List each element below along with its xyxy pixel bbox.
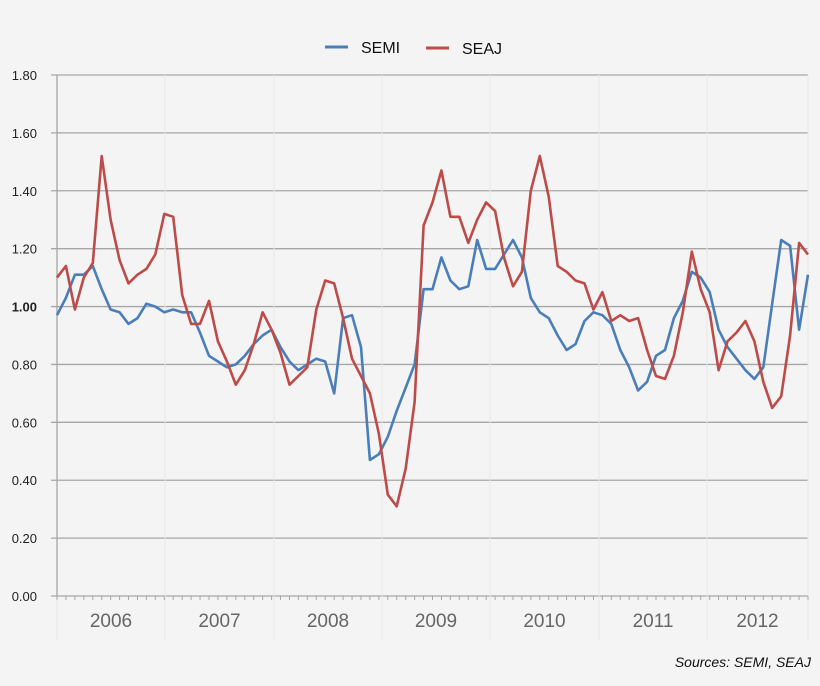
x-tick-label: 2008: [307, 611, 349, 632]
y-tick-label: 0.00: [12, 589, 37, 604]
y-tick-label: 1.20: [12, 242, 37, 257]
y-tick-label: 0.40: [12, 473, 37, 488]
y-tick-label: 1.40: [12, 184, 37, 199]
series-lines: [55, 154, 810, 508]
series-line-semi: [55, 238, 810, 462]
y-tick-label: 1.00: [12, 300, 37, 315]
legend-label-seaj: SEAJ: [462, 41, 502, 58]
y-tick-label: 0.20: [12, 531, 37, 546]
x-tick-label: 2009: [415, 611, 457, 632]
gridlines: [51, 74, 809, 640]
series-line-seaj: [55, 154, 810, 508]
source-note: Sources: SEMI, SEAJ: [675, 654, 812, 670]
x-tick-label: 2007: [198, 611, 240, 632]
y-tick-label: 1.80: [12, 68, 37, 83]
x-axis: 2006 2007 2008 2009 2010 2011 2012: [56, 596, 809, 632]
y-tick-label: 0.80: [12, 357, 37, 372]
y-tick-label: 1.60: [12, 126, 37, 141]
x-tick-label: 2012: [736, 611, 778, 632]
y-axis: 0.00 0.20 0.40 0.60 0.80 1.00 1.20 1.40 1.60 1.80: [12, 68, 58, 604]
x-tick-label: 2010: [523, 611, 565, 632]
y-tick-label: 0.60: [12, 415, 37, 430]
legend: SEMI SEAJ: [325, 40, 502, 58]
x-tick-label: 2006: [90, 611, 132, 632]
x-tick-label: 2011: [633, 611, 674, 632]
legend-label-semi: SEMI: [361, 40, 400, 57]
